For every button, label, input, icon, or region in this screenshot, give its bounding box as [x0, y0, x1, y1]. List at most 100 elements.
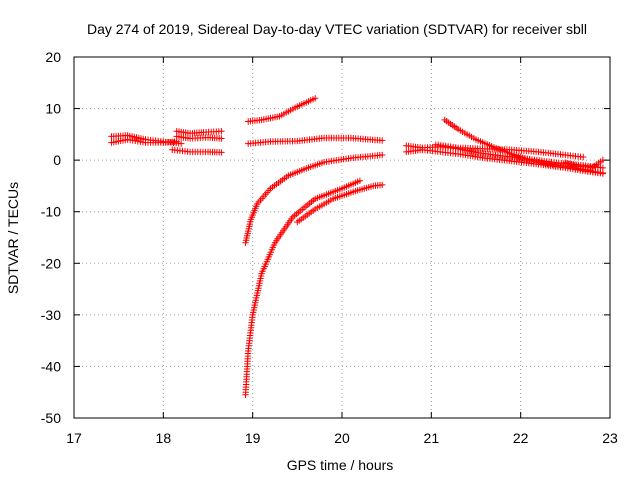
data-point [244, 241, 247, 244]
data-point [175, 140, 178, 143]
data-point [110, 135, 113, 138]
data-point [381, 154, 384, 156]
series-track-8 [242, 151, 386, 246]
data-point [250, 218, 252, 221]
series-track-15 [562, 156, 607, 171]
data-point [247, 350, 249, 352]
data-point [350, 157, 352, 159]
data-point [602, 172, 604, 174]
data-point [510, 149, 513, 151]
data-point [144, 141, 147, 144]
data-point [564, 154, 567, 156]
data-point [577, 165, 580, 168]
data-point [260, 119, 263, 121]
series-track-4 [173, 133, 225, 142]
data-point [220, 130, 223, 133]
data-point [202, 131, 205, 134]
series-track-3 [173, 128, 225, 137]
y-tick-labels: -50 -40 -30 -20 -10 0 10 20 [41, 49, 61, 426]
y-tick-label: -40 [41, 358, 61, 374]
data-point [247, 120, 249, 123]
data-point [381, 139, 384, 142]
data-point [314, 198, 317, 200]
data-point [564, 165, 567, 168]
y-tick-label: -50 [41, 410, 61, 426]
y-axis-title: SDTVAR / TECUs [5, 182, 21, 294]
data-point [546, 163, 549, 166]
data-point [256, 203, 258, 205]
data-point [296, 221, 299, 223]
y-tick-label: -20 [41, 255, 61, 271]
data-point [359, 179, 361, 182]
x-tick-label: 18 [156, 430, 172, 446]
data-point [244, 393, 247, 396]
series-track-7 [245, 134, 386, 147]
series-track-14 [432, 141, 587, 161]
data-point [457, 153, 459, 155]
data-point [564, 161, 567, 164]
series-track-5 [169, 146, 225, 156]
series-marks [245, 95, 319, 125]
data-point [189, 132, 191, 135]
series-marks [108, 136, 180, 146]
data-point [220, 151, 223, 154]
data-point [314, 208, 317, 210]
data-point [332, 198, 334, 200]
x-axis-title: GPS time / hours [287, 457, 394, 473]
data-point [287, 174, 290, 177]
data-point [180, 142, 182, 145]
data-point [274, 241, 276, 244]
data-point [175, 135, 178, 138]
x-tick-label: 22 [513, 430, 529, 446]
data-point [475, 138, 477, 141]
series-track-1 [108, 132, 185, 147]
data-point [126, 138, 129, 141]
grid [74, 57, 610, 418]
y-tick-label: 10 [45, 101, 61, 117]
y-tick-label: 20 [45, 49, 61, 65]
x-tick-labels: 17 18 19 20 21 22 23 [66, 430, 618, 446]
x-tick-label: 21 [424, 430, 440, 446]
data-point [421, 149, 424, 151]
data-point [439, 151, 442, 153]
series-track-2 [108, 136, 180, 146]
data-point [502, 155, 504, 157]
chart-title: Day 274 of 2019, Sidereal Day-to-day VTE… [87, 21, 587, 37]
data-point [354, 190, 357, 192]
data-point [537, 151, 540, 153]
data-point [269, 140, 272, 143]
data-point [175, 130, 178, 133]
series-marks [245, 134, 386, 147]
series-track-9 [242, 177, 364, 398]
data-point [484, 157, 486, 159]
data-point [247, 142, 249, 145]
data-point [528, 159, 531, 161]
data-point [555, 161, 558, 164]
ticks [73, 56, 611, 419]
data-point [582, 156, 584, 158]
data-layer [108, 95, 607, 398]
y-tick-label: -10 [41, 204, 61, 220]
data-point [305, 167, 308, 170]
x-tick-label: 23 [602, 430, 618, 446]
data-point [602, 167, 604, 169]
data-point [260, 272, 263, 275]
data-point [405, 151, 408, 153]
data-point [269, 187, 272, 190]
series-track-10 [294, 181, 386, 226]
data-point [510, 153, 513, 155]
data-point [443, 119, 446, 121]
series-marks [242, 177, 364, 398]
series-marks [108, 132, 185, 147]
data-point [602, 159, 604, 161]
y-tick-label: -30 [41, 307, 61, 323]
data-point [435, 143, 437, 146]
data-point [381, 184, 384, 186]
data-point [110, 141, 113, 144]
y-tick-label: 0 [53, 152, 61, 168]
series-track-6 [245, 95, 319, 125]
series-marks [169, 146, 225, 156]
data-point [171, 149, 174, 151]
data-point [189, 137, 191, 140]
